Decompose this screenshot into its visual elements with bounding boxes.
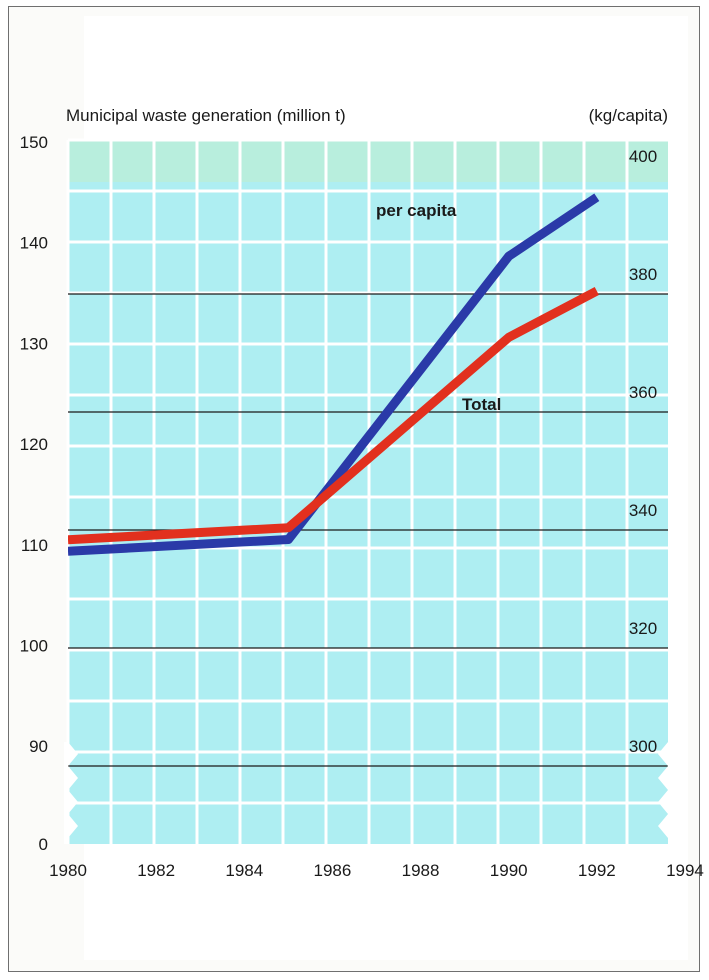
y-left-tick-label: 110 [21,536,48,555]
x-tick-label: 1990 [490,861,528,880]
axis-break-left [64,742,78,844]
y-right-tick-label: 400 [629,147,657,166]
grid [66,138,668,844]
y-left-tick-label: 150 [20,133,48,152]
y-right-tick-label: 380 [629,265,657,284]
y-left-tick-label: 120 [20,435,48,454]
x-tick-label: 1980 [49,861,87,880]
y-left-tick-label: 140 [20,234,48,253]
y-left-tick-label: 0 [39,835,48,854]
x-tick-label: 1994 [666,861,704,880]
y-left-tick-label: 90 [29,737,48,756]
y-left-tick-label: 100 [20,637,48,656]
x-axis-ticks: 1980 1982 1984 1986 1988 1990 1992 1994 [49,861,704,880]
chart-title: Municipal waste generation (million t) [66,106,346,125]
y-right-tick-label: 300 [629,737,657,756]
y-right-tick-label: 320 [629,619,657,638]
y-left-tick-label: 130 [20,334,48,353]
series-lines [68,193,600,556]
series-label-total: Total [462,395,501,414]
series-line-per-capita [68,193,600,556]
y-right-tick-label: 340 [629,501,657,520]
x-tick-label: 1984 [225,861,263,880]
right-axis-ticks: 300 320 340 360 380 400 [629,147,657,756]
y-right-tick-label: 360 [629,383,657,402]
x-tick-label: 1982 [137,861,175,880]
axis-break-right [658,742,672,844]
right-axis-label: (kg/capita) [589,106,668,125]
axis-break [64,742,672,844]
x-tick-label: 1992 [578,861,616,880]
x-tick-label: 1988 [402,861,440,880]
series-line-total [68,287,599,545]
series-label-per-capita: per capita [376,201,457,220]
x-tick-label: 1986 [314,861,352,880]
left-axis-ticks: 0 90 100 110 120 130 140 150 [20,133,48,854]
